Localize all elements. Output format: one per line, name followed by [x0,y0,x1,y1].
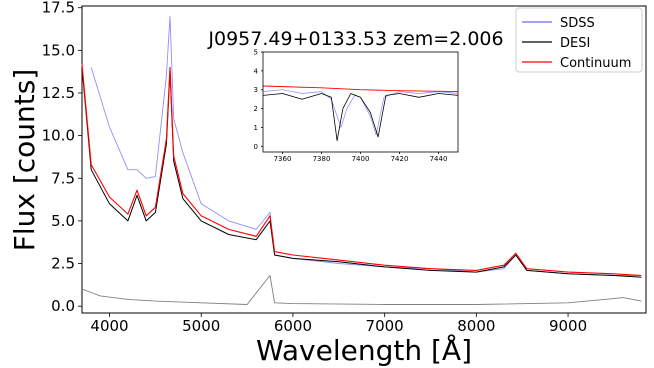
x-tick-label: 7380 [313,155,331,163]
y-tick-label: 3 [254,86,258,94]
main-plot-frame [81,5,647,314]
y-tick-label: 5 [254,49,258,57]
y-tick-label: 0 [254,143,258,151]
y-axis-label: Flux [counts] [8,69,41,252]
x-tick-label: 7440 [430,155,448,163]
noise-series-line [81,275,642,305]
y-tick-label: 17.5 [42,0,75,17]
desi-series-line [262,93,459,142]
y-tick-label: 4 [254,67,259,75]
main-plot: 4000 5000 6000 7000 8000 9000 0.02.55.07.510.… [42,0,647,335]
main-series-group [81,15,642,305]
x-tick-label: 4000 [90,317,128,335]
inset-y-ticks: 0 1 2 3 4 5 [254,49,263,151]
inset-x-ticks: 7360 7380 7400 7420 7440 [274,152,448,163]
desi-series-line [81,67,642,278]
x-tick-label: 9000 [549,317,587,335]
x-tick-label: 6000 [274,317,312,335]
y-tick-label: 10.0 [42,127,75,145]
continuum-series-line [81,63,642,277]
legend-label-sdss: SDSS [560,16,595,31]
y-tick-label: 5.0 [51,212,75,230]
x-tick-label: 7400 [352,155,370,163]
inset-plot: 7360 7380 7400 7420 7440 0 1 2 3 4 5 [254,49,459,163]
continuum-series-line [262,85,459,93]
legend-label-desi: DESI [560,36,590,51]
main-x-ticks: 4000 5000 6000 7000 8000 9000 [90,313,587,335]
main-y-ticks: 0.0 2.5 5.0 7.5 10.0 12.5 15.0 17.5 [42,0,82,315]
y-tick-label: 0.0 [51,297,75,315]
x-tick-label: 8000 [457,317,495,335]
x-tick-label: 7000 [366,317,404,335]
y-tick-label: 7.5 [51,169,75,187]
y-tick-label: 15.0 [42,41,75,59]
y-tick-label: 2 [254,105,258,113]
legend-box [515,7,643,73]
x-axis-label: Wavelength [Å] [256,333,472,367]
inset-background [263,52,458,152]
x-tick-label: 7420 [391,155,409,163]
x-tick-label: 7360 [274,155,292,163]
y-tick-label: 2.5 [51,255,75,273]
legend-label-continuum: Continuum [560,56,631,71]
legend: SDSS DESI Continuum [515,7,643,73]
y-tick-label: 12.5 [42,84,75,102]
y-tick-label: 1 [254,124,258,132]
chart-title: J0957.49+0133.53 zem=2.006 [207,28,503,50]
inset-series-group [262,85,459,142]
x-tick-label: 5000 [182,317,220,335]
